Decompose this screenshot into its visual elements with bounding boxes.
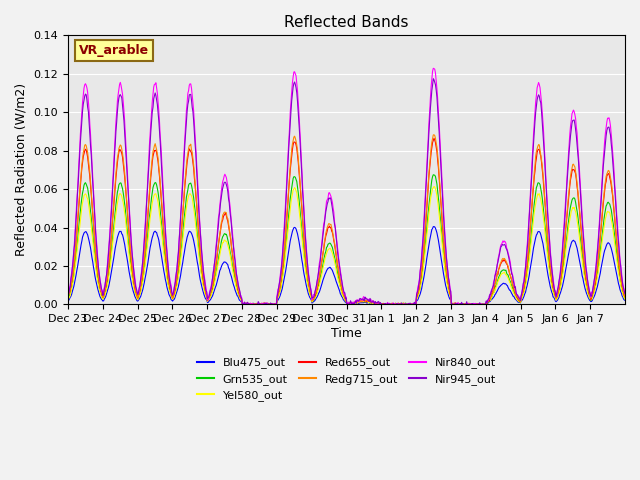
Line: Red655_out: Red655_out: [68, 138, 625, 304]
Grn535_out: [282, 250, 289, 255]
Line: Redg715_out: Redg715_out: [68, 135, 625, 304]
Nir840_out: [64, 292, 72, 298]
Red655_out: [282, 237, 289, 243]
Nir945_out: [282, 214, 289, 220]
Red655_out: [240, 301, 248, 307]
Redg715_out: [436, 193, 444, 199]
Yel580_out: [430, 184, 438, 190]
Red655_out: [436, 194, 444, 200]
Line: Nir840_out: Nir840_out: [68, 68, 625, 304]
Redg715_out: [239, 301, 247, 307]
Blu475_out: [282, 271, 289, 276]
Nir945_out: [232, 266, 239, 272]
Grn535_out: [129, 281, 137, 287]
Redg715_out: [64, 294, 72, 300]
Nir840_out: [436, 151, 444, 156]
Blu475_out: [436, 252, 444, 257]
Line: Blu475_out: Blu475_out: [68, 227, 625, 304]
Nir840_out: [260, 300, 268, 306]
Yel580_out: [282, 255, 289, 261]
Blu475_out: [129, 289, 137, 295]
Redg715_out: [430, 132, 438, 138]
Title: Reflected Bands: Reflected Bands: [284, 15, 409, 30]
Nir840_out: [429, 65, 437, 71]
Grn535_out: [436, 218, 444, 224]
Red655_out: [129, 275, 137, 281]
Yel580_out: [260, 301, 268, 307]
Y-axis label: Reflected Radiation (W/m2): Reflected Radiation (W/m2): [15, 84, 28, 256]
Yel580_out: [129, 283, 137, 288]
Grn535_out: [232, 280, 239, 286]
Grn535_out: [429, 172, 437, 178]
Yel580_out: [64, 297, 72, 302]
Nir945_out: [436, 157, 444, 163]
Nir840_out: [239, 301, 247, 307]
Redg715_out: [232, 275, 239, 281]
Red655_out: [64, 293, 72, 299]
X-axis label: Time: Time: [331, 327, 362, 340]
Nir945_out: [260, 301, 268, 307]
Blu475_out: [239, 301, 246, 307]
Grn535_out: [260, 301, 268, 307]
Nir840_out: [282, 208, 289, 214]
Blu475_out: [64, 298, 72, 304]
Nir840_out: [129, 263, 137, 268]
Nir840_out: [621, 290, 629, 296]
Yel580_out: [436, 225, 444, 231]
Redg715_out: [282, 235, 289, 241]
Blu475_out: [260, 301, 268, 307]
Nir945_out: [621, 291, 629, 297]
Nir945_out: [239, 301, 246, 307]
Yel580_out: [232, 283, 239, 288]
Grn535_out: [239, 301, 247, 307]
Line: Nir945_out: Nir945_out: [68, 79, 625, 304]
Yel580_out: [621, 296, 629, 302]
Grn535_out: [621, 297, 629, 302]
Nir840_out: [404, 301, 412, 307]
Line: Grn535_out: Grn535_out: [68, 175, 625, 304]
Nir840_out: [232, 264, 239, 270]
Redg715_out: [129, 275, 137, 280]
Nir945_out: [129, 265, 137, 271]
Blu475_out: [621, 298, 629, 303]
Nir945_out: [64, 292, 72, 298]
Redg715_out: [260, 301, 268, 307]
Blu475_out: [232, 289, 239, 295]
Red655_out: [621, 293, 629, 299]
Nir945_out: [429, 76, 437, 82]
Yel580_out: [239, 301, 246, 307]
Line: Yel580_out: Yel580_out: [68, 187, 625, 304]
Red655_out: [430, 135, 438, 141]
Blu475_out: [404, 301, 412, 307]
Yel580_out: [404, 301, 412, 307]
Legend: Blu475_out, Grn535_out, Yel580_out, Red655_out, Redg715_out, Nir840_out, Nir945_: Blu475_out, Grn535_out, Yel580_out, Red6…: [193, 353, 500, 406]
Red655_out: [260, 300, 268, 305]
Red655_out: [404, 301, 412, 307]
Grn535_out: [404, 301, 412, 307]
Red655_out: [232, 275, 239, 281]
Redg715_out: [621, 294, 629, 300]
Redg715_out: [404, 300, 412, 306]
Blu475_out: [430, 224, 438, 229]
Grn535_out: [64, 297, 72, 302]
Text: VR_arable: VR_arable: [79, 44, 149, 57]
Nir945_out: [404, 300, 412, 306]
